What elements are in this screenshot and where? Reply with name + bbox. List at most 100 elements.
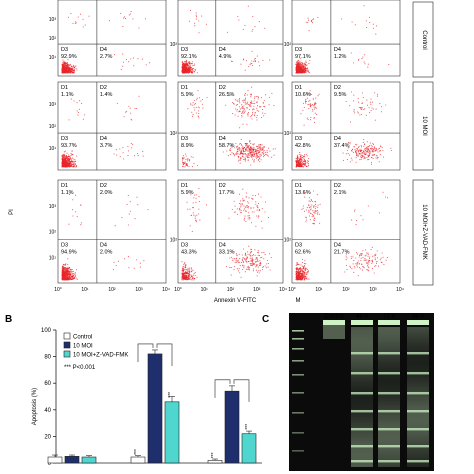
- event-dot: [368, 148, 370, 150]
- event-dot: [69, 164, 71, 166]
- event-dot: [370, 149, 372, 151]
- event-dot: [70, 155, 72, 157]
- event-dot: [315, 107, 317, 109]
- event-dot: [238, 111, 240, 113]
- event-dot: [76, 69, 78, 71]
- event-dot: [368, 107, 370, 109]
- event-dot: [188, 269, 190, 271]
- event-dot: [350, 256, 352, 258]
- event-dot: [261, 220, 263, 222]
- event-dot: [304, 69, 306, 71]
- event-dot: [358, 101, 360, 103]
- event-dot: [251, 146, 253, 148]
- event-dot: [250, 101, 252, 104]
- event-dot: [309, 212, 311, 214]
- event-dot: [66, 157, 68, 159]
- event-dot: [303, 158, 305, 160]
- event-dot: [192, 114, 194, 116]
- event-dot: [64, 66, 67, 68]
- event-dot: [67, 163, 69, 165]
- event-dot: [312, 98, 314, 100]
- event-dot: [257, 215, 259, 217]
- event-dot: [367, 149, 369, 152]
- event-dot: [305, 162, 307, 164]
- event-dot: [247, 111, 250, 113]
- event-dot: [304, 269, 306, 271]
- event-dot: [70, 164, 72, 166]
- event-dot: [231, 256, 233, 258]
- event-dot: [244, 157, 246, 159]
- event-dot: [358, 153, 360, 155]
- event-dot: [246, 145, 248, 147]
- event-dot: [299, 67, 301, 69]
- event-dot: [258, 255, 261, 257]
- event-dot: [378, 150, 381, 152]
- event-dot: [352, 100, 354, 102]
- event-dot: [256, 149, 258, 151]
- event-dot: [347, 153, 349, 155]
- event-dot: [182, 155, 184, 157]
- event-dot: [253, 263, 255, 265]
- event-dot: [141, 58, 143, 60]
- event-dot: [300, 162, 302, 164]
- event-dot: [358, 151, 360, 153]
- quadrant-name: D4: [219, 243, 226, 249]
- event-dot: [246, 206, 248, 208]
- event-dot: [300, 272, 302, 274]
- event-dot: [122, 26, 124, 28]
- event-dot: [75, 22, 77, 24]
- quadrant-name: D1: [61, 85, 68, 91]
- event-dot: [195, 221, 197, 223]
- event-dot: [308, 209, 310, 212]
- event-dot: [183, 69, 185, 71]
- event-dot: [350, 257, 352, 260]
- plot-frame: [291, 81, 401, 171]
- event-dot: [238, 261, 240, 263]
- event-dot: [308, 211, 310, 213]
- event-dot: [186, 165, 189, 167]
- event-dot: [245, 150, 247, 152]
- event-dot: [243, 147, 245, 149]
- event-dot: [310, 208, 312, 210]
- event-dot: [241, 147, 243, 149]
- event-dot: [194, 109, 196, 111]
- event-dot: [298, 70, 300, 72]
- event-dot: [371, 145, 373, 147]
- event-dot: [260, 159, 262, 161]
- event-dot: [183, 157, 185, 159]
- event-dot: [181, 277, 183, 280]
- event-dot: [258, 272, 260, 274]
- event-dot: [362, 256, 364, 259]
- event-dot: [68, 162, 70, 164]
- event-dot: [304, 278, 306, 280]
- event-dot: [68, 160, 71, 162]
- event-dot: [198, 112, 200, 115]
- event-dot: [249, 139, 251, 141]
- smear-segment: [351, 339, 373, 341]
- event-dot: [64, 264, 67, 266]
- event-dot: [196, 214, 198, 216]
- event-dot: [269, 269, 271, 271]
- event-dot: [380, 145, 382, 147]
- event-dot: [245, 206, 247, 208]
- event-dot: [62, 59, 64, 61]
- event-dot: [74, 274, 76, 276]
- event-dot: [370, 98, 372, 100]
- event-dot: [260, 262, 262, 264]
- event-dot: [188, 68, 190, 70]
- event-dot: [187, 267, 189, 269]
- event-dot: [304, 273, 306, 276]
- smear-segment: [351, 421, 373, 423]
- event-dot: [298, 68, 301, 70]
- event-dot: [252, 108, 254, 110]
- y-tick-label: 10²: [49, 124, 57, 130]
- event-dot: [254, 114, 256, 116]
- smear-segment: [351, 381, 373, 383]
- event-dot: [187, 276, 189, 278]
- event-dot: [66, 163, 68, 165]
- event-dot: [363, 260, 365, 262]
- event-dot: [304, 196, 306, 198]
- event-dot: [66, 156, 68, 158]
- event-dot: [307, 17, 309, 19]
